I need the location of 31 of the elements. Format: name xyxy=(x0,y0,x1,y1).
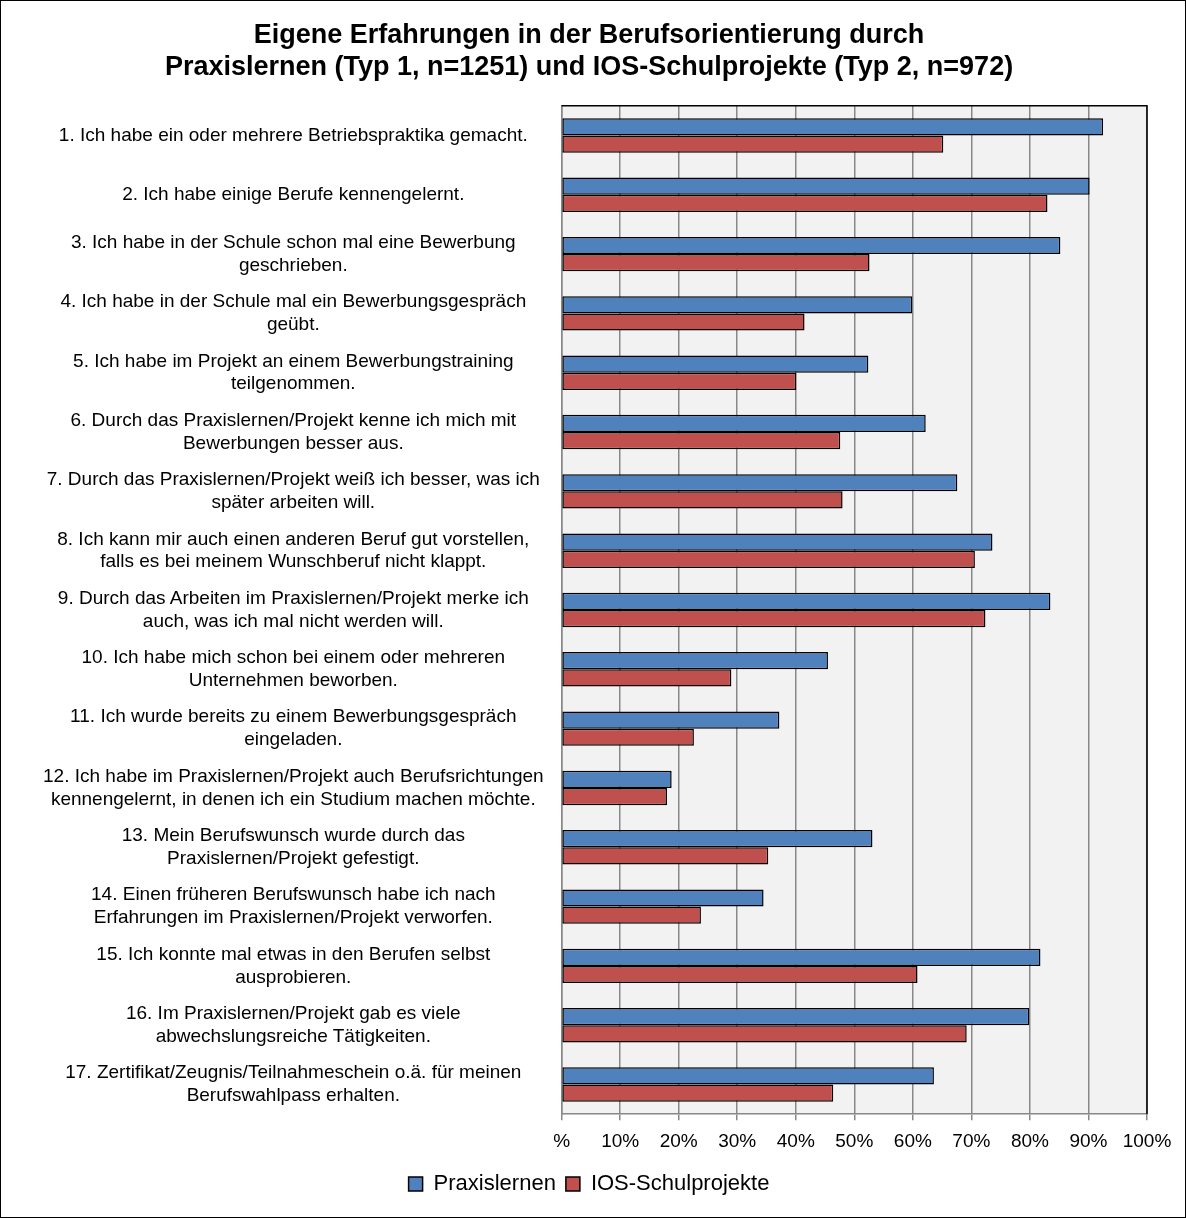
x-tick-label: 70% xyxy=(952,1129,991,1151)
y-tick-label: 10. Ich habe mich schon bei einem oder mehreren Unternehmen beworben. xyxy=(81,646,506,690)
x-tick-label: 60% xyxy=(893,1129,932,1151)
y-tick-label: 16. Im Praxislernen/Projekt gab es viele abwechslungsreiche Tätigkeiten. xyxy=(125,1002,461,1046)
y-tick-label: 12. Ich habe im Praxislernen/Projekt auch Berufsrichtungen kennengelernt, in denen ich ein Studium machen möchte. xyxy=(43,764,544,809)
y-tick-label: 2. Ich habe einige Berufe kennengelernt. xyxy=(122,183,465,205)
x-tick-label: 10% xyxy=(601,1129,640,1151)
x-tick-label: % xyxy=(553,1129,571,1151)
y-tick-label: 7. Durch das Praxislernen/Projekt weiß ich besser, was ich später arbeiten will. xyxy=(46,468,540,512)
y-tick-label: 4. Ich habe in der Schule mal ein Bewerbungsgespräch geübt. xyxy=(60,290,527,335)
y-tick-label: 14. Einen früheren Berufswunsch habe ich nach Erfahrungen im Praxislernen/Projekt verworfen. xyxy=(91,883,496,928)
y-tick-label: 17. Zertifikat/Zeugnis/Teilnahmeschein o.ä. für meinen Berufswahlpass erhalten. xyxy=(65,1061,522,1106)
y-tick-label: 6. Durch das Praxislernen/Projekt kenne ich mich mit Bewerbungen besser aus. xyxy=(70,408,517,453)
chart-title: Eigene Erfahrungen in der Berufsorientierung durch Praxislernen (Typ 1, n=1251) und IOS-Schulprojekte (Typ 2, n=972) xyxy=(164,18,1014,82)
legend-label: Praxislernen xyxy=(433,1170,556,1196)
y-tick-label: 15. Ich konnte mal etwas in den Berufen selbst ausprobieren. xyxy=(96,942,491,987)
y-tick-label: 11. Ich wurde bereits zu einem Bewerbungsgespräch eingeladen. xyxy=(70,705,517,750)
legend-label: IOS-Schulprojekte xyxy=(590,1170,770,1196)
x-tick-label: 30% xyxy=(718,1129,757,1151)
x-tick-label: 20% xyxy=(659,1129,698,1151)
x-tick-label: 50% xyxy=(835,1129,874,1151)
y-tick-label: 5. Ich habe im Projekt an einem Bewerbungstraining teilgenommen. xyxy=(73,349,514,394)
x-tick-label: 80% xyxy=(1010,1129,1050,1151)
y-tick-label: 1. Ich habe ein oder mehrere Betriebspraktika gemacht. xyxy=(58,123,528,145)
y-tick-label: 9. Durch das Arbeiten im Praxislernen/Projekt merke ich auch, was ich mal nicht werden will. xyxy=(57,586,529,631)
y-tick-label: 8. Ich kann mir auch einen anderen Beruf gut vorstellen, falls es bei meinem Wunschberuf nicht klappt. xyxy=(57,527,530,572)
y-tick-label: 13. Mein Berufswunsch wurde durch das Praxislernen/Projekt gefestigt. xyxy=(121,824,465,868)
y-tick-label: 3. Ich habe in der Schule schon mal eine Bewerbung geschrieben. xyxy=(70,230,516,275)
x-tick-label: 90% xyxy=(1069,1129,1108,1151)
x-tick-label: 40% xyxy=(776,1129,815,1151)
x-tick-label: 100% xyxy=(1122,1129,1172,1151)
